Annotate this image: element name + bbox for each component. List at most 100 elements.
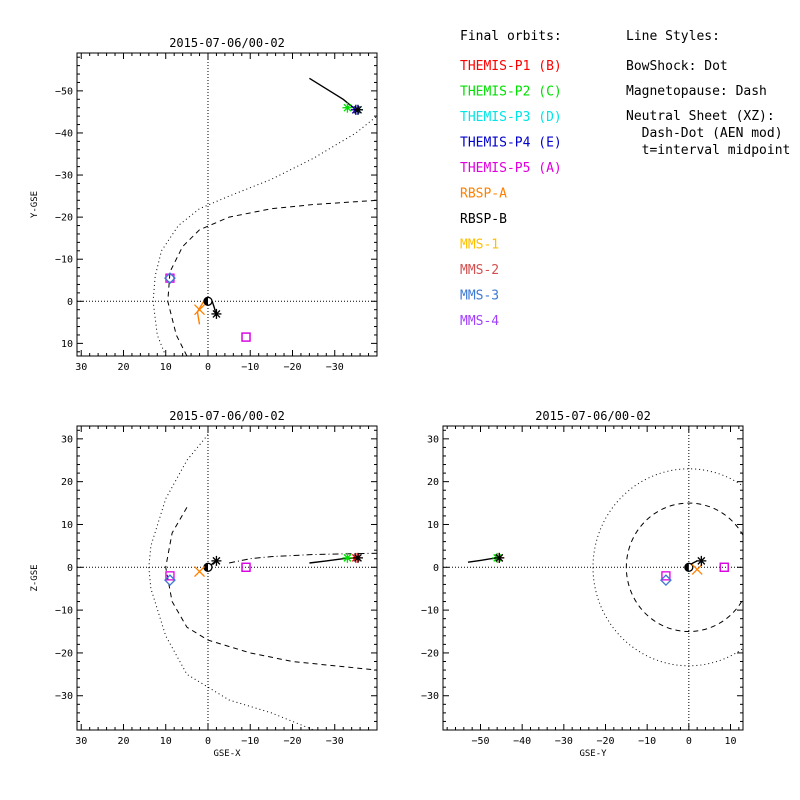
marker-mms-1: [165, 571, 175, 581]
magnetopause-curve: [167, 199, 377, 356]
x-tick-label: −30: [555, 736, 573, 747]
y-tick-label: −30: [55, 171, 73, 182]
y-axis-label: Z-GSE: [30, 564, 40, 591]
panel-title: 2015-07-06/00-02: [169, 36, 285, 50]
marker-rbsp-b: [696, 555, 707, 566]
y-tick-label: −30: [421, 691, 439, 702]
neutral-sheet-curve: [229, 552, 377, 564]
legend-item: RBSP-A: [460, 187, 507, 202]
x-tick-label: 10: [724, 736, 736, 747]
y-tick-label: 0: [67, 297, 73, 308]
y-tick-label: −20: [55, 648, 73, 659]
x-tick-label: 20: [117, 736, 129, 747]
y-tick-label: −40: [55, 128, 73, 139]
marker-rbsp-a: [194, 304, 205, 316]
legend-item: THEMIS-P3 (D): [460, 110, 562, 125]
earth-symbol: [203, 562, 213, 572]
y-tick-label: −20: [55, 213, 73, 224]
xy-plane-panel: 2015-07-06/00-02 30 20 10 0 −10 −20 −30 −50 −40 −3…: [30, 36, 378, 373]
x-tick-label: −10: [241, 736, 259, 747]
legend-item: MMS-3: [460, 289, 499, 304]
magnetopause-curve: [165, 507, 377, 671]
marker-mms-2: [164, 272, 176, 285]
x-tick-label: −20: [596, 736, 614, 747]
y-tick-label: 20: [427, 477, 439, 488]
marker-mms-4: [241, 562, 251, 572]
x-axis-label: GSE-Y: [579, 749, 607, 759]
y-tick-label: 0: [67, 563, 73, 574]
x-tick-label: 0: [205, 362, 211, 373]
legend: Final orbits: Line Styles: THEMIS-P1 (B)…: [460, 29, 790, 329]
legend-style-line: Magnetopause: Dash: [626, 84, 767, 99]
legend-item: MMS-4: [460, 314, 499, 329]
legend-style-line: Dash-Dot (AEN mod): [626, 126, 783, 141]
legend-line-styles-list: BowShock: Dot Magnetopause: Dash Neutral S…: [626, 59, 790, 158]
x-tick-label: −20: [283, 362, 301, 373]
marker-mms-1: [661, 571, 671, 581]
x-tick-label: 20: [117, 362, 129, 373]
x-tick-label: 0: [686, 736, 692, 747]
bowshock-curve: [152, 115, 377, 356]
marker-mms-1: [165, 273, 175, 283]
legend-spacecraft-list: THEMIS-P1 (B) THEMIS-P2 (C) THEMIS-P3 (D) T…: [460, 59, 562, 329]
legend-item: RBSP-B: [460, 212, 507, 227]
marker-themis-p2-c: [342, 102, 353, 113]
y-tick-label: −30: [55, 691, 73, 702]
y-tick-label: 10: [61, 520, 73, 531]
marker-mms-4: [719, 562, 729, 572]
y-tick-label: −50: [55, 86, 73, 97]
y-tick-label: 0: [433, 563, 439, 574]
x-axis-label: GSE-X: [213, 749, 241, 759]
earth-symbol: [684, 562, 694, 572]
marker-themis-p5-a: [352, 552, 363, 563]
x-tick-label: −20: [283, 736, 301, 747]
marker-themis-p5-a: [494, 552, 505, 563]
x-tick-label: −50: [471, 736, 489, 747]
x-tick-label: 30: [75, 362, 87, 373]
panel-title: 2015-07-06/00-02: [169, 409, 285, 423]
y-tick-label: 30: [427, 434, 439, 445]
yz-plane-panel: 2015-07-06/00-02 −50 −40 −30 −20 −10 0 10 −30 −20…: [421, 409, 744, 759]
marker-themis-p5-a: [352, 104, 363, 115]
legend-item: THEMIS-P2 (C): [460, 85, 562, 100]
y-tick-label: −10: [55, 255, 73, 266]
magnetopause-curve: [625, 502, 743, 633]
marker-rbsp-b: [211, 308, 222, 319]
marker-mms-4: [241, 332, 251, 342]
marker-rbsp-b: [211, 555, 222, 566]
x-tick-label: −30: [326, 736, 344, 747]
legend-title-orbits: Final orbits:: [460, 29, 562, 44]
y-tick-label: −20: [421, 648, 439, 659]
marker-rbsp-a: [194, 566, 205, 578]
x-tick-label: −40: [513, 736, 531, 747]
plot-frame: [76, 425, 378, 731]
plot-frame: [442, 425, 744, 731]
orbit-track: [309, 77, 357, 111]
y-tick-label: −10: [55, 606, 73, 617]
legend-title-line-styles: Line Styles:: [626, 29, 720, 44]
xz-plane-panel: 2015-07-06/00-02 30 20 10 0 −10 −20 −30 −30 −20 −1…: [30, 409, 378, 759]
legend-item: MMS-2: [460, 263, 499, 278]
legend-item: THEMIS-P5 (A): [460, 161, 562, 176]
marker-mms-3: [719, 562, 729, 572]
marker-mms-3: [241, 332, 251, 342]
x-tick-label: −10: [241, 362, 259, 373]
marker-themis-p2-c: [342, 552, 353, 563]
marker-mms-2: [164, 574, 176, 587]
y-tick-label: −10: [421, 606, 439, 617]
legend-style-line: BowShock: Dot: [626, 59, 728, 74]
marker-mms-2: [659, 574, 672, 587]
panel-title: 2015-07-06/00-02: [535, 409, 651, 423]
x-tick-label: 10: [160, 362, 172, 373]
y-axis-label: Y-GSE: [30, 191, 40, 218]
y-tick-label: 20: [61, 477, 73, 488]
x-tick-label: 10: [160, 736, 172, 747]
bowshock-curve: [592, 468, 743, 667]
plot-frame: [76, 52, 378, 357]
legend-style-line: t=interval midpoint: [626, 143, 790, 158]
earth-symbol: [203, 296, 213, 306]
legend-item: THEMIS-P1 (B): [460, 59, 562, 74]
x-tick-label: −10: [638, 736, 656, 747]
y-tick-label: 10: [427, 520, 439, 531]
